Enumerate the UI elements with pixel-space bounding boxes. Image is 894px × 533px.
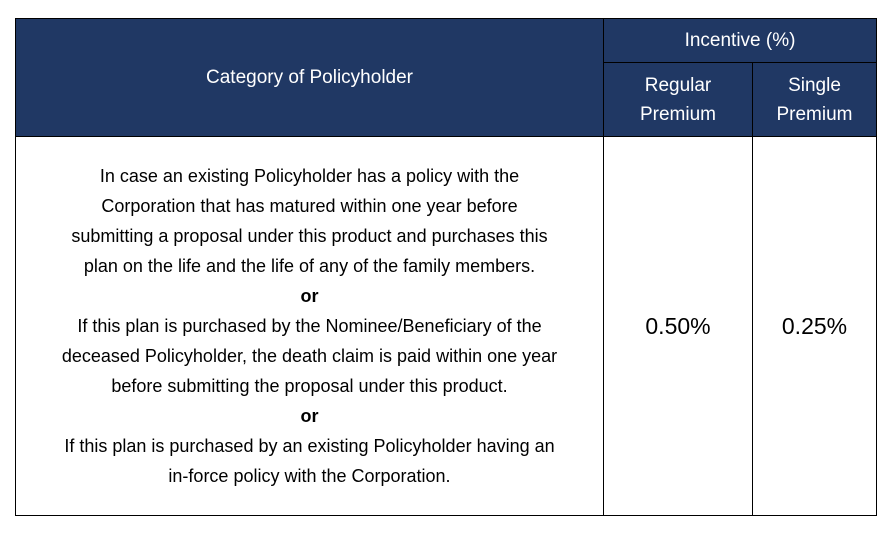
category-text-line: submitting a proposal under this product… — [71, 226, 548, 246]
header-category: Category of Policyholder — [15, 18, 604, 137]
header-regular-line: Regular — [644, 74, 712, 96]
header-single-premium: Single Premium — [752, 62, 877, 137]
incentive-table: Category of Policyholder Incentive (%) R… — [15, 17, 877, 516]
or-separator: or — [300, 286, 319, 306]
header-regular-premium: Regular Premium — [603, 62, 753, 137]
category-text-line: Corporation that has matured within one … — [101, 196, 518, 216]
table-row: In case an existing Policyholder has a p… — [15, 136, 877, 516]
category-text-line: deceased Policyholder, the death claim i… — [61, 346, 558, 366]
regular-premium-value: 0.50% — [603, 136, 753, 516]
single-premium-value: 0.25% — [752, 136, 877, 516]
or-separator: or — [300, 406, 319, 426]
header-single-line: Premium — [776, 103, 853, 125]
header-incentive: Incentive (%) — [603, 17, 877, 64]
category-text-line: in-force policy with the Corporation. — [168, 466, 451, 486]
header-regular-line: Premium — [639, 103, 716, 125]
category-text-line: If this plan is purchased by an existing… — [64, 436, 555, 456]
category-text-line: before submitting the proposal under thi… — [111, 376, 508, 396]
category-cell: In case an existing Policyholder has a p… — [15, 136, 604, 516]
header-single-line: Single — [788, 74, 841, 96]
category-text-line: In case an existing Policyholder has a p… — [99, 166, 520, 186]
category-text-line: If this plan is purchased by the Nominee… — [77, 316, 542, 336]
category-text-line: plan on the life and the life of any of … — [83, 256, 536, 276]
